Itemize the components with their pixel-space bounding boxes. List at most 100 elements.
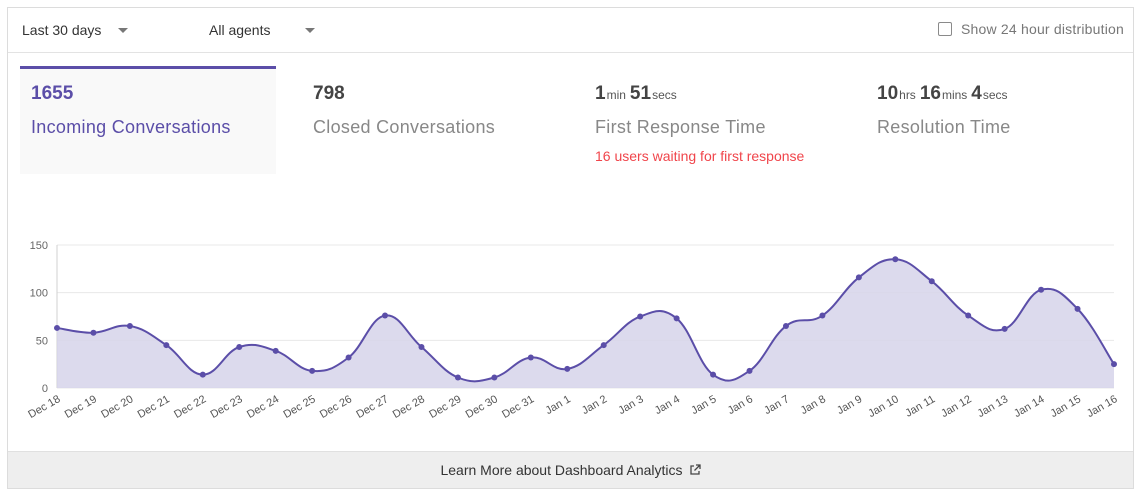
metric-closed-conversations[interactable]: 798 Closed Conversations: [302, 66, 558, 174]
data-point: [1074, 305, 1081, 312]
data-point: [710, 371, 717, 378]
data-point: [564, 365, 571, 372]
data-point: [309, 367, 316, 374]
data-point: [673, 315, 680, 322]
metric-incoming-conversations[interactable]: 1655 Incoming Conversations: [20, 66, 276, 174]
data-point: [382, 312, 389, 319]
x-tick-label: Dec 31: [500, 393, 536, 421]
x-tick-label: Jan 2: [580, 393, 609, 417]
data-point: [199, 371, 206, 378]
metric-label: Resolution Time: [877, 117, 1011, 137]
metric-value: 1min 51secs: [595, 83, 681, 105]
metric-label: First Response Time: [595, 117, 766, 137]
distribution-label: Show 24 hour distribution: [961, 21, 1124, 37]
x-tick-label: Jan 5: [689, 393, 718, 417]
data-point: [126, 323, 133, 330]
y-tick-label: 0: [42, 383, 48, 395]
agents-dropdown[interactable]: All agents: [209, 22, 315, 38]
distribution-toggle[interactable]: Show 24 hour distribution: [938, 21, 1124, 37]
x-tick-label: Dec 22: [172, 393, 208, 421]
data-point: [163, 342, 170, 349]
data-point: [454, 374, 461, 381]
data-point: [54, 324, 60, 331]
x-tick-label: Dec 25: [281, 393, 317, 421]
metric-value: 798: [313, 83, 345, 104]
metric-value: 10hrs 16mins 4secs: [877, 83, 1012, 105]
data-point: [1111, 361, 1117, 368]
x-tick-label: Jan 15: [1048, 393, 1083, 420]
data-point: [965, 312, 972, 319]
x-tick-label: Dec 20: [99, 393, 135, 421]
x-tick-label: Jan 1: [543, 393, 572, 417]
series-area: [57, 259, 1114, 388]
learn-more-label: Learn More about Dashboard Analytics: [440, 462, 683, 478]
data-point: [928, 278, 935, 285]
value-minutes: 1: [595, 83, 606, 104]
metric-label: Closed Conversations: [313, 117, 496, 137]
x-tick-label: Jan 6: [726, 393, 755, 417]
data-point: [746, 367, 753, 374]
unit-seconds: secs: [982, 88, 1008, 102]
metric-label: Incoming Conversations: [31, 117, 231, 137]
metric-value: 1655: [31, 83, 74, 104]
x-tick-label: Dec 26: [318, 393, 354, 421]
x-tick-label: Dec 30: [464, 393, 500, 421]
footer-bar: Learn More about Dashboard Analytics: [8, 451, 1133, 488]
learn-more-link[interactable]: Learn More about Dashboard Analytics: [440, 462, 701, 478]
data-point: [782, 323, 789, 330]
x-tick-label: Jan 16: [1085, 393, 1120, 420]
x-tick-label: Jan 10: [866, 393, 901, 420]
x-tick-label: Jan 11: [903, 393, 937, 420]
x-tick-label: Dec 21: [136, 393, 172, 421]
data-point: [491, 374, 498, 381]
x-tick-label: Jan 12: [939, 393, 974, 420]
x-tick-label: Dec 29: [427, 393, 463, 421]
distribution-checkbox[interactable]: [938, 22, 952, 36]
data-point: [418, 344, 425, 351]
x-tick-label: Dec 28: [391, 393, 427, 421]
x-tick-label: Jan 7: [762, 393, 791, 417]
value-seconds: 4: [971, 83, 982, 104]
waiting-users-warning: 16 users waiting for first response: [595, 148, 805, 164]
data-point: [345, 354, 352, 361]
external-link-icon: [689, 464, 701, 475]
metric-first-response-time[interactable]: 1min 51secs First Response Time 16 users …: [584, 66, 840, 174]
data-point: [1038, 286, 1045, 293]
date-range-value: Last 30 days: [22, 22, 102, 38]
data-point: [272, 347, 279, 354]
x-tick-label: Dec 27: [354, 393, 390, 421]
y-tick-label: 50: [36, 335, 48, 347]
chevron-down-icon: [118, 28, 128, 33]
x-tick-label: Dec 23: [209, 393, 245, 421]
data-point: [855, 274, 862, 281]
value-seconds: 51: [629, 83, 652, 104]
data-point: [637, 313, 644, 320]
data-point: [600, 342, 607, 349]
data-point: [1001, 325, 1008, 332]
unit-minutes: min: [606, 88, 626, 102]
unit-minutes: mins: [941, 88, 968, 102]
x-tick-label: Jan 8: [799, 393, 828, 417]
x-tick-label: Dec 24: [245, 393, 281, 421]
conversations-chart: 0 50 100 150 Dec 18 Dec 19 Dec 20 Dec 21 Dec 22 D…: [8, 228, 1133, 438]
data-point: [819, 312, 826, 319]
y-tick-label: 150: [30, 240, 48, 252]
data-point: [892, 256, 899, 263]
x-tick-label: Jan 9: [835, 393, 864, 417]
date-range-dropdown[interactable]: Last 30 days: [22, 22, 128, 38]
unit-hours: hrs: [899, 88, 916, 102]
x-tick-label: Dec 18: [26, 393, 62, 421]
data-point: [90, 329, 97, 336]
value-minutes: 16: [919, 83, 941, 104]
chevron-down-icon: [305, 28, 315, 33]
x-tick-label: Jan 3: [616, 393, 645, 417]
x-tick-label: Jan 14: [1012, 393, 1047, 420]
x-tick-label: Jan 13: [976, 393, 1011, 420]
filter-bar: Last 30 days All agents Show 24 hour dis…: [8, 8, 1133, 53]
x-tick-label: Dec 19: [63, 393, 99, 421]
analytics-card: Last 30 days All agents Show 24 hour dis…: [7, 7, 1134, 489]
metric-resolution-time[interactable]: 10hrs 16mins 4secs Resolution Time: [866, 66, 1122, 174]
y-tick-label: 100: [30, 288, 48, 300]
unit-seconds: secs: [652, 88, 677, 102]
